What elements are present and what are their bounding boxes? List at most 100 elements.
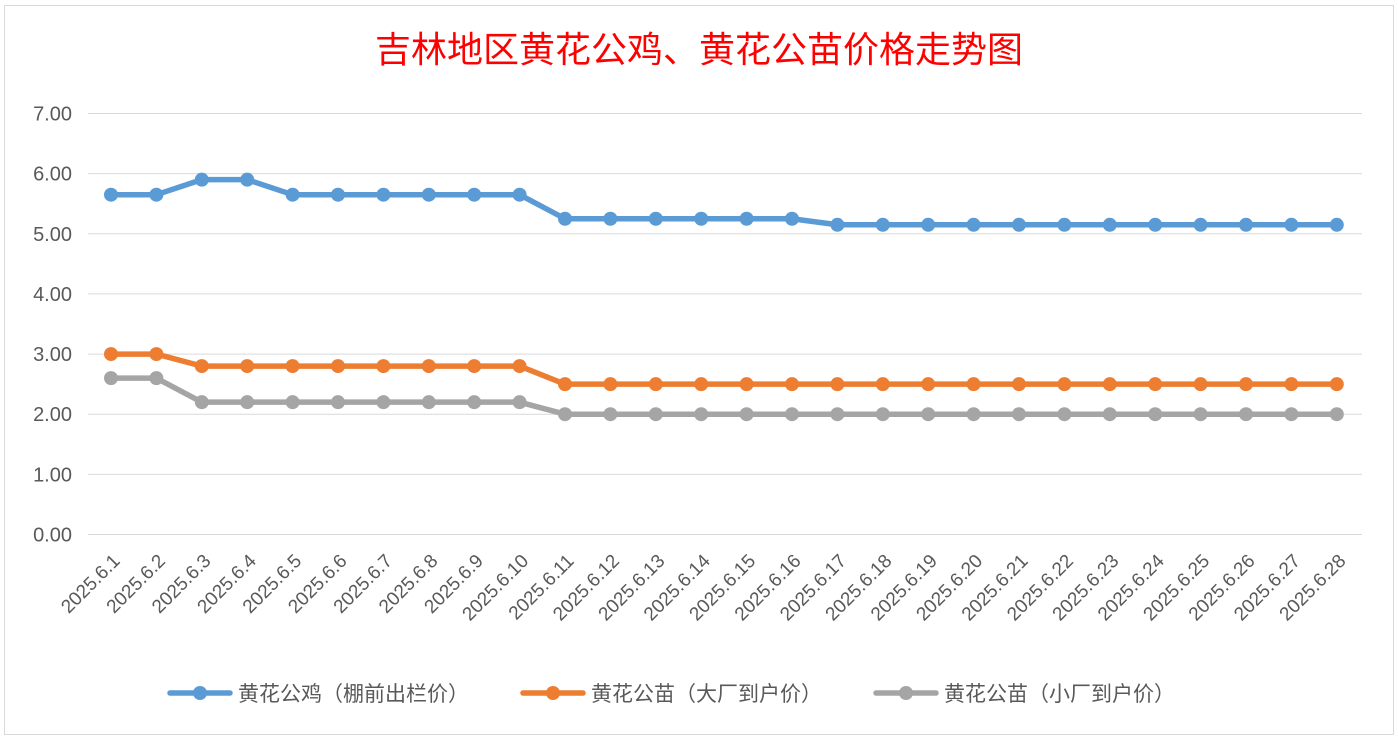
data-point[interactable]	[785, 377, 799, 392]
legend-marker	[899, 686, 913, 700]
data-point[interactable]	[149, 187, 164, 202]
data-point[interactable]	[194, 395, 209, 410]
data-point[interactable]	[512, 395, 527, 410]
y-tick-label: 3.00	[33, 344, 72, 366]
legend-label: 黄花公鸡（棚前出栏价）	[238, 682, 469, 706]
data-point[interactable]	[1239, 377, 1253, 392]
data-point[interactable]	[830, 217, 845, 232]
data-point[interactable]	[603, 377, 618, 392]
data-point[interactable]	[1102, 217, 1117, 232]
data-point[interactable]	[785, 211, 799, 226]
data-point[interactable]	[603, 211, 618, 226]
data-point[interactable]	[285, 187, 300, 202]
data-point[interactable]	[467, 359, 482, 374]
data-point[interactable]	[1057, 217, 1072, 232]
data-point[interactable]	[240, 395, 255, 410]
data-point[interactable]	[1239, 407, 1253, 422]
series-line	[108, 375, 1340, 417]
data-point[interactable]	[467, 395, 482, 410]
data-point[interactable]	[648, 407, 663, 422]
data-point[interactable]	[421, 187, 436, 202]
data-point[interactable]	[376, 187, 391, 202]
data-point[interactable]	[875, 217, 890, 232]
data-point[interactable]	[875, 407, 890, 422]
data-point[interactable]	[1239, 217, 1253, 232]
legend-label: 黄花公苗（小厂到户价）	[944, 682, 1175, 706]
data-point[interactable]	[875, 377, 890, 392]
data-point[interactable]	[421, 359, 436, 374]
data-point[interactable]	[558, 377, 572, 392]
data-point[interactable]	[331, 395, 345, 410]
data-point[interactable]	[785, 407, 799, 422]
data-point[interactable]	[1284, 407, 1299, 422]
data-point[interactable]	[558, 407, 572, 422]
data-point[interactable]	[1102, 377, 1117, 392]
data-point[interactable]	[694, 377, 709, 392]
data-point[interactable]	[331, 187, 345, 202]
data-point[interactable]	[1057, 377, 1072, 392]
data-point[interactable]	[512, 187, 527, 202]
legend-item[interactable]: 黄花公苗（大厂到户价）	[520, 682, 822, 706]
data-point[interactable]	[830, 377, 845, 392]
data-point[interactable]	[1329, 217, 1344, 232]
legend[interactable]: 黄花公鸡（棚前出栏价） 黄花公苗（大厂到户价） 黄花公苗（小厂到户价）	[167, 682, 1175, 706]
data-point[interactable]	[1329, 407, 1344, 422]
data-point[interactable]	[648, 377, 663, 392]
data-point[interactable]	[285, 395, 300, 410]
data-point[interactable]	[285, 359, 300, 374]
data-point[interactable]	[240, 172, 255, 187]
data-point[interactable]	[921, 217, 936, 232]
data-point[interactable]	[149, 347, 164, 362]
data-point[interactable]	[1148, 377, 1163, 392]
legend-item[interactable]: 黄花公鸡（棚前出栏价）	[167, 682, 469, 706]
data-point[interactable]	[739, 407, 754, 422]
y-tick-label: 5.00	[33, 224, 72, 246]
data-point[interactable]	[694, 407, 709, 422]
data-point[interactable]	[1057, 407, 1072, 422]
data-point[interactable]	[966, 407, 981, 422]
data-point[interactable]	[1012, 217, 1026, 232]
data-point[interactable]	[194, 359, 209, 374]
data-point[interactable]	[104, 187, 118, 202]
data-point[interactable]	[1193, 217, 1208, 232]
data-point[interactable]	[648, 211, 663, 226]
legend-label: 黄花公苗（大厂到户价）	[591, 682, 822, 706]
legend-item[interactable]: 黄花公苗（小厂到户价）	[873, 682, 1175, 706]
data-point[interactable]	[603, 407, 618, 422]
data-point[interactable]	[830, 407, 845, 422]
data-point[interactable]	[194, 172, 209, 187]
y-tick-label: 2.00	[33, 404, 72, 426]
data-point[interactable]	[1102, 407, 1117, 422]
data-point[interactable]	[149, 371, 164, 386]
data-point[interactable]	[1012, 407, 1026, 422]
data-point[interactable]	[512, 359, 527, 374]
data-point[interactable]	[739, 377, 754, 392]
data-point[interactable]	[1193, 407, 1208, 422]
series-2	[104, 347, 1344, 392]
data-point[interactable]	[1012, 377, 1026, 392]
data-point[interactable]	[966, 377, 981, 392]
data-point[interactable]	[467, 187, 482, 202]
data-point[interactable]	[1284, 217, 1299, 232]
data-point[interactable]	[694, 211, 709, 226]
data-point[interactable]	[104, 371, 118, 386]
data-point[interactable]	[966, 217, 981, 232]
y-tick-label: 4.00	[33, 284, 72, 306]
data-point[interactable]	[240, 359, 255, 374]
data-point[interactable]	[558, 211, 572, 226]
legend-marker	[546, 686, 560, 700]
data-point[interactable]	[421, 395, 436, 410]
data-point[interactable]	[739, 211, 754, 226]
data-point[interactable]	[376, 359, 391, 374]
data-point[interactable]	[921, 377, 936, 392]
data-point[interactable]	[1284, 377, 1299, 392]
data-point[interactable]	[1148, 407, 1163, 422]
data-point[interactable]	[376, 395, 391, 410]
data-point[interactable]	[921, 407, 936, 422]
data-point[interactable]	[104, 347, 118, 362]
data-point[interactable]	[331, 359, 345, 374]
data-point[interactable]	[1329, 377, 1344, 392]
data-point[interactable]	[1193, 377, 1208, 392]
data-point[interactable]	[1148, 217, 1163, 232]
